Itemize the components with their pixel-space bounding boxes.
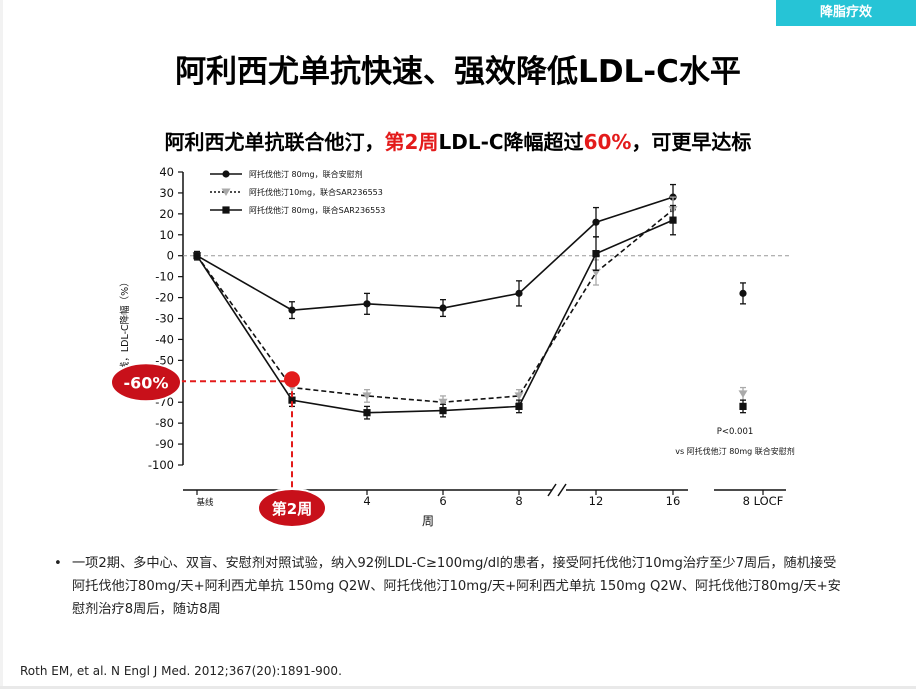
subtitle-highlight-percent: 60% — [583, 130, 632, 154]
y-axis-label: 基线，LDL-C降幅（%） — [119, 277, 131, 380]
section-tag: 降脂疗效 — [776, 0, 916, 26]
legend-label: 阿托伐他汀 80mg，联合SAR236553 — [249, 205, 385, 215]
locf-data-point — [739, 402, 747, 410]
data-point — [288, 306, 296, 314]
series-line-3 — [196, 219, 674, 414]
axis-break-mark — [547, 483, 557, 497]
x-tick-label: 8 — [515, 494, 522, 508]
legend-label: 阿托伐他汀10mg，联合SAR236553 — [249, 187, 383, 197]
legend-marker — [222, 206, 230, 214]
minus60-callout — [110, 362, 182, 403]
series-line-2 — [196, 209, 674, 404]
y-tick-label: -90 — [155, 437, 174, 451]
footer-line — [0, 686, 916, 689]
locf-data-point — [739, 289, 747, 297]
minus60-callout-text: -60% — [124, 373, 169, 392]
legend-marker — [221, 188, 231, 196]
y-tick-label: -30 — [155, 312, 174, 326]
data-point — [669, 216, 677, 224]
data-point — [592, 250, 600, 258]
data-point — [592, 218, 600, 226]
y-tick-label: -80 — [155, 416, 174, 430]
y-tick-label: -40 — [155, 332, 174, 346]
y-tick-label: -100 — [148, 458, 174, 472]
x-tick-label: 16 — [666, 494, 681, 508]
y-tick-label: 30 — [159, 186, 174, 200]
x-tick-label: 6 — [439, 494, 446, 508]
highlight-dot — [284, 371, 300, 388]
x-axis-label: 周 — [422, 514, 434, 528]
p-value-note: P<0.001 — [717, 427, 754, 437]
x-tick-label: 基线 — [196, 497, 214, 508]
data-point — [363, 409, 371, 417]
x-tick-label: 4 — [363, 494, 370, 508]
ldl-chart: 403020100-10-20-30-40-50-60-70-80-90-100… — [110, 165, 795, 528]
data-point — [288, 396, 296, 404]
study-description: • 一项2期、多中心、双盲、安慰剂对照试验，纳入92例LDL-C≥100mg/d… — [54, 552, 848, 621]
y-tick-label: -20 — [155, 291, 174, 305]
comparison-note: vs 阿托伐他汀 80mg 联合安慰剂 — [675, 446, 795, 456]
left-edge — [0, 0, 3, 689]
axis-break-mark — [557, 483, 567, 497]
legend-label: 阿托伐他汀 80mg，联合安慰剂 — [249, 169, 363, 179]
subtitle-highlight-week: 第2周 — [384, 130, 439, 154]
slide-subtitle: 阿利西尤单抗联合他汀，第2周LDL-C降幅超过60%，可更早达标 — [0, 126, 916, 155]
subtitle-part2: LDL-C降幅超过 — [438, 130, 584, 154]
data-point — [439, 406, 447, 415]
week2-callout-text: 第2周 — [272, 500, 312, 518]
reference: Roth EM, et al. N Engl J Med. 2012;367(2… — [20, 664, 342, 678]
data-point — [515, 402, 523, 410]
study-description-text: 一项2期、多中心、双盲、安慰剂对照试验，纳入92例LDL-C≥100mg/dl的… — [72, 556, 841, 617]
subtitle-part3: ，可更早达标 — [631, 130, 752, 154]
data-point — [439, 304, 447, 312]
locf-data-point — [738, 390, 748, 398]
y-tick-label: 10 — [159, 228, 174, 242]
week2-callout — [257, 488, 327, 528]
y-tick-label: -10 — [155, 270, 174, 284]
legend-marker — [222, 170, 230, 178]
data-point — [363, 300, 371, 308]
slide-title: 阿利西尤单抗快速、强效降低LDL-C水平 — [175, 54, 741, 90]
y-tick-label: 0 — [167, 249, 174, 263]
y-tick-label: 20 — [159, 207, 174, 221]
data-point — [515, 289, 523, 297]
data-point — [362, 392, 372, 400]
y-tick-label: 40 — [159, 165, 174, 179]
data-point — [514, 392, 524, 400]
bullet-dot: • — [54, 556, 62, 571]
data-point — [438, 398, 448, 407]
subtitle-part1: 阿利西尤单抗联合他汀， — [164, 130, 385, 154]
x-tick-label-locf: 8 LOCF — [743, 494, 784, 508]
x-tick-label: 12 — [589, 494, 604, 508]
data-point — [193, 252, 201, 260]
